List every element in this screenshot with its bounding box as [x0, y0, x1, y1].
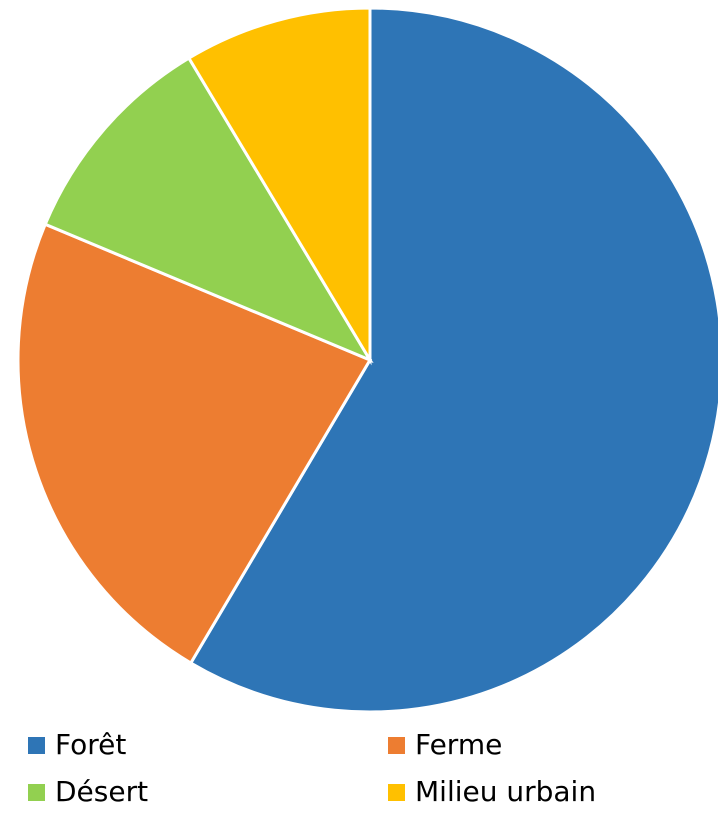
pie-slice — [16, 222, 373, 666]
legend-swatch — [388, 737, 405, 754]
pie-slice — [43, 56, 374, 364]
legend-swatch — [28, 784, 45, 801]
legend-label: Ferme — [415, 728, 502, 761]
legend-label: Désert — [55, 775, 148, 808]
legend-swatch — [28, 737, 45, 754]
legend-swatch — [388, 784, 405, 801]
pie-slice — [186, 6, 372, 366]
legend-label: Forêt — [55, 728, 126, 761]
pie-slice — [188, 6, 718, 714]
legend-label: Milieu urbain — [415, 775, 596, 808]
